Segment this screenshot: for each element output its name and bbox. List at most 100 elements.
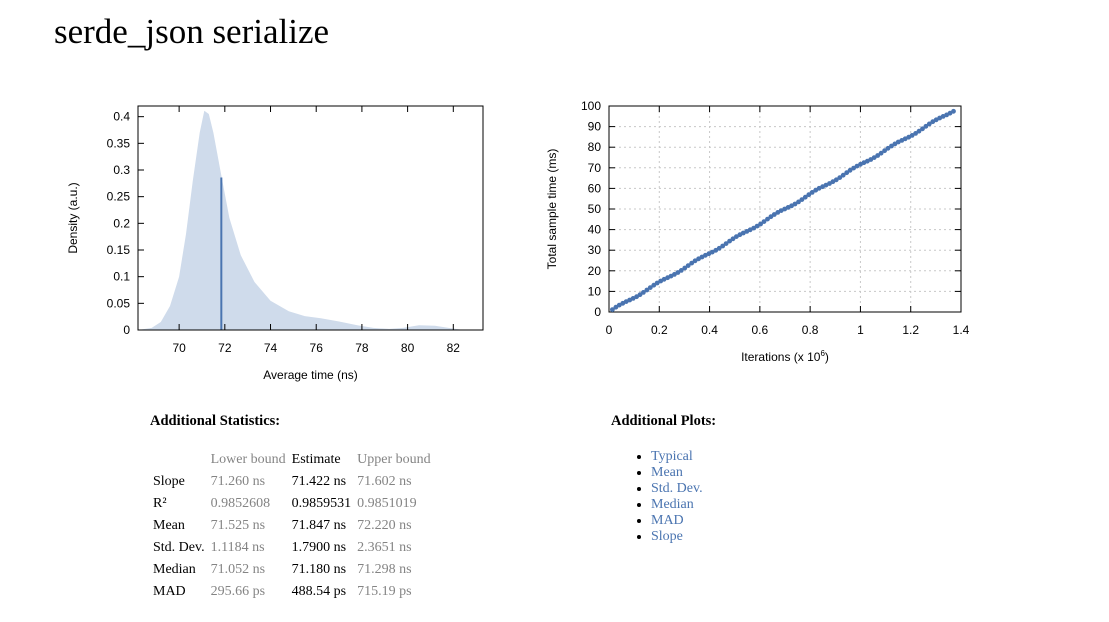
sample-point bbox=[847, 167, 853, 173]
sample-point bbox=[840, 172, 846, 178]
sample-point bbox=[796, 199, 801, 205]
x-tick-label: 76 bbox=[310, 341, 324, 355]
sample-point bbox=[716, 245, 722, 251]
x-tick-label: 1.4 bbox=[953, 323, 970, 337]
x-tick-label: 78 bbox=[355, 341, 369, 355]
y-tick-label: 70 bbox=[588, 161, 602, 175]
plots-heading: Additional Plots: bbox=[611, 413, 717, 429]
sample-point bbox=[651, 282, 657, 288]
y-tick-label: 0.15 bbox=[107, 243, 131, 257]
sample-point bbox=[885, 145, 891, 151]
sample-point bbox=[844, 170, 850, 176]
stats-upper: 715.19 ps bbox=[357, 584, 412, 599]
stats-lower: 1.1184 ns bbox=[210, 540, 265, 555]
sample-point bbox=[689, 260, 695, 266]
y-tick-label: 10 bbox=[588, 284, 602, 298]
y-tick-label: 0.35 bbox=[107, 136, 131, 150]
sample-point bbox=[871, 155, 877, 160]
plot-list-item: Median bbox=[651, 497, 703, 513]
sample-point bbox=[882, 148, 887, 154]
stats-row-std-dev: Std. Dev. 1.1184 ns 1.7900 ns 2.3651 ns bbox=[150, 537, 434, 559]
plot-link-std-dev[interactable]: Std. Dev. bbox=[651, 481, 703, 496]
stats-header-upper: Upper bound bbox=[357, 452, 431, 467]
stats-header-row: Lower bound Estimate Upper bound bbox=[150, 449, 434, 471]
stats-estimate: 1.7900 ns bbox=[291, 540, 347, 555]
stats-estimate: 71.422 ns bbox=[291, 474, 347, 489]
sample-point bbox=[644, 287, 650, 293]
y-tick-label: 0.05 bbox=[107, 296, 131, 310]
y-tick-label: 20 bbox=[588, 264, 602, 278]
y-tick-label: 60 bbox=[588, 181, 602, 195]
y-tick-label: 0.1 bbox=[113, 270, 130, 284]
x-tick-label: 0.2 bbox=[651, 323, 668, 337]
stats-estimate: 71.847 ns bbox=[291, 518, 347, 533]
sample-point bbox=[678, 268, 684, 273]
stats-lower: 0.9852608 bbox=[210, 496, 271, 511]
density-area bbox=[138, 110, 472, 330]
stats-label: Mean bbox=[153, 518, 185, 533]
stats-lower: 71.052 ns bbox=[210, 562, 266, 577]
density-chart: 70 72 74 76 78 80 82 0 0.05 0.1 0.15 0.2 0.25 0.3 0.35… bbox=[66, 105, 484, 382]
x-tick-label: 70 bbox=[172, 341, 186, 355]
sample-point bbox=[875, 153, 881, 158]
plot-list-item: MAD bbox=[651, 513, 703, 529]
sample-point bbox=[802, 194, 808, 200]
density-plot-frame bbox=[137, 105, 484, 331]
stats-upper: 0.9851019 bbox=[357, 496, 417, 511]
x-tick-label: 0.8 bbox=[802, 323, 819, 337]
plot-link-median[interactable]: Median bbox=[651, 497, 694, 512]
x-tick-label: 74 bbox=[264, 341, 278, 355]
stats-row-r-squared: R² 0.9852608 0.9859531 0.9851019 bbox=[150, 493, 434, 515]
sample-point bbox=[765, 216, 770, 222]
sample-point bbox=[654, 280, 660, 286]
sample-point bbox=[727, 238, 732, 244]
plot-link-slope[interactable]: Slope bbox=[651, 529, 683, 544]
sample-point bbox=[771, 212, 777, 217]
stats-row-median: Median 71.052 ns 71.180 ns 71.298 ns bbox=[150, 559, 434, 581]
sample-point bbox=[672, 272, 677, 277]
y-tick-label: 0.25 bbox=[107, 190, 131, 204]
sample-point bbox=[799, 197, 805, 202]
y-tick-label: 90 bbox=[588, 120, 602, 134]
stats-heading: Additional Statistics: bbox=[150, 413, 281, 429]
sample-point bbox=[761, 219, 767, 224]
sample-point bbox=[692, 258, 698, 264]
sample-point bbox=[926, 121, 932, 127]
y-tick-label: 50 bbox=[588, 202, 602, 216]
stats-estimate: 71.180 ns bbox=[291, 562, 347, 577]
y-tick-label: 80 bbox=[588, 140, 602, 154]
x-axis-label: Iterations (x 106) bbox=[741, 349, 829, 364]
sample-point bbox=[833, 177, 839, 183]
x-tick-label: 0.4 bbox=[701, 323, 718, 337]
sample-point bbox=[916, 128, 922, 134]
y-tick-label: 0.2 bbox=[113, 216, 130, 230]
stats-table: Lower bound Estimate Upper bound Slope 7… bbox=[150, 449, 434, 603]
sample-point bbox=[682, 265, 688, 271]
sample-point bbox=[610, 307, 615, 312]
sample-point bbox=[754, 223, 760, 229]
y-tick-label: 0 bbox=[594, 305, 601, 319]
x-tick-label: 1 bbox=[857, 323, 864, 337]
sample-point bbox=[878, 150, 884, 156]
y-tick-label: 40 bbox=[588, 223, 602, 237]
plot-link-mad[interactable]: MAD bbox=[651, 513, 684, 528]
plot-list-item: Mean bbox=[651, 465, 703, 481]
sample-point bbox=[809, 190, 815, 195]
sample-point bbox=[720, 243, 726, 249]
sample-point bbox=[685, 263, 691, 268]
plot-list-item: Typical bbox=[651, 449, 703, 465]
x-tick-label: 0.6 bbox=[752, 323, 769, 337]
stats-row-mean: Mean 71.525 ns 71.847 ns 72.220 ns bbox=[150, 515, 434, 537]
plot-link-typical[interactable]: Typical bbox=[651, 449, 693, 464]
x-tick-label: 1.2 bbox=[902, 323, 919, 337]
x-tick-label: 72 bbox=[218, 341, 232, 355]
sample-point bbox=[637, 292, 643, 298]
sample-point bbox=[734, 234, 739, 240]
page-title: serde_json serialize bbox=[54, 12, 330, 51]
stats-estimate: 488.54 ps bbox=[291, 584, 347, 599]
plot-link-mean[interactable]: Mean bbox=[651, 465, 683, 480]
sample-point bbox=[909, 133, 915, 138]
stats-header-estimate: Estimate bbox=[291, 452, 341, 467]
y-tick-label: 0.3 bbox=[113, 163, 130, 177]
sample-point bbox=[806, 192, 812, 198]
